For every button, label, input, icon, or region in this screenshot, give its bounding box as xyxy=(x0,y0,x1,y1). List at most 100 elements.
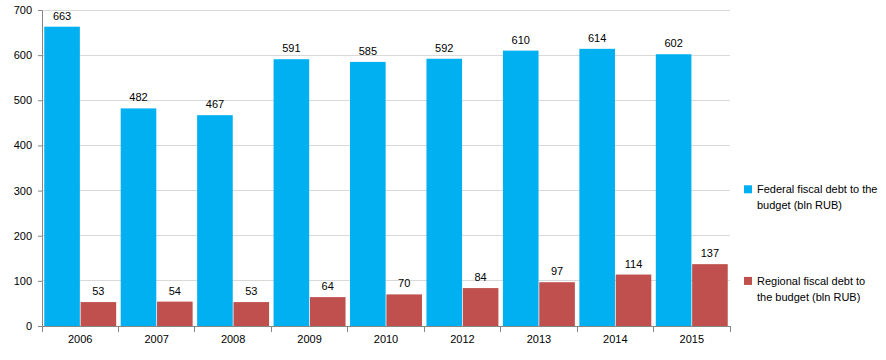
y-tick-label: 700 xyxy=(14,4,32,16)
x-tick-label: 2012 xyxy=(450,333,474,345)
x-tick: 2013 xyxy=(527,333,551,345)
data-label: 114 xyxy=(625,258,643,270)
x-tick-label: 2006 xyxy=(68,333,92,345)
data-label: 54 xyxy=(169,285,181,297)
bar xyxy=(656,54,692,326)
y-tick: 600 xyxy=(14,49,42,61)
x-tick-label: 2009 xyxy=(297,333,321,345)
data-label: 70 xyxy=(398,277,410,289)
y-tick-label: 100 xyxy=(14,275,32,287)
bar xyxy=(692,264,728,326)
x-tick-label: 2008 xyxy=(221,333,245,345)
bar xyxy=(44,27,80,326)
y-tick-mark xyxy=(38,326,42,327)
bar xyxy=(274,59,310,326)
grid-line xyxy=(42,55,730,56)
y-tick: 200 xyxy=(14,230,42,242)
x-tick-label: 2013 xyxy=(527,333,551,345)
data-labels: 663 482 467 591 585 592 610 614 602 53 54 53 64 70 84 9… xyxy=(53,10,719,297)
y-tick-label: 200 xyxy=(14,230,32,242)
data-label: 592 xyxy=(435,42,453,54)
category-separator xyxy=(500,326,501,332)
y-tick: 0 xyxy=(26,320,42,332)
bar xyxy=(616,275,652,326)
y-tick: 700 xyxy=(14,4,42,16)
y-tick: 500 xyxy=(14,94,42,106)
x-tick: 2010 xyxy=(374,333,398,345)
x-tick-label: 2007 xyxy=(144,333,168,345)
bar xyxy=(426,59,462,326)
category-separator xyxy=(194,326,195,332)
data-label: 610 xyxy=(512,34,530,46)
x-axis: 2006 2007 2008 2009 2010 2012 2013 2014 2015 xyxy=(42,326,731,345)
category-separator xyxy=(118,326,119,332)
x-tick-label: 2015 xyxy=(680,333,704,345)
category-separator xyxy=(730,326,731,332)
bar xyxy=(503,51,539,326)
legend-label: Regional fiscal debt tothe budget (bln R… xyxy=(757,275,865,303)
x-tick: 2012 xyxy=(450,333,474,345)
category-separator xyxy=(424,326,425,332)
category-separator xyxy=(577,326,578,332)
bar xyxy=(386,294,422,326)
data-label: 614 xyxy=(588,32,606,44)
data-label: 482 xyxy=(129,91,147,103)
x-tick: 2014 xyxy=(603,333,627,345)
y-tick: 100 xyxy=(14,275,42,287)
y-tick-label: 400 xyxy=(14,139,32,151)
data-label: 137 xyxy=(701,247,719,259)
legend-item: Federal fiscal debt to thebudget (bln RU… xyxy=(744,183,877,211)
data-label: 467 xyxy=(206,98,224,110)
legend: Federal fiscal debt to thebudget (bln RU… xyxy=(744,183,877,303)
data-label: 97 xyxy=(551,265,563,277)
legend-swatch xyxy=(744,277,752,285)
x-tick: 2015 xyxy=(680,333,704,345)
y-tick: 300 xyxy=(14,185,42,197)
x-tick: 2007 xyxy=(144,333,168,345)
x-tick: 2008 xyxy=(221,333,245,345)
y-tick-label: 300 xyxy=(14,185,32,197)
bar xyxy=(350,62,386,326)
y-tick-mark xyxy=(38,236,42,237)
data-label: 663 xyxy=(53,10,71,22)
data-label: 585 xyxy=(359,45,377,57)
y-tick-mark xyxy=(38,10,42,11)
y-tick: 400 xyxy=(14,139,42,151)
bars xyxy=(44,27,727,326)
y-tick-label: 600 xyxy=(14,49,32,61)
bar xyxy=(579,49,615,326)
bar-series xyxy=(81,264,728,326)
data-label: 84 xyxy=(474,271,486,283)
category-separator xyxy=(42,326,43,332)
x-tick-label: 2014 xyxy=(603,333,627,345)
data-label: 64 xyxy=(322,280,334,292)
data-label: 591 xyxy=(282,42,300,54)
bar xyxy=(310,297,346,326)
bar xyxy=(539,282,575,326)
y-tick-mark xyxy=(38,55,42,56)
category-separator xyxy=(653,326,654,332)
category-separator xyxy=(347,326,348,332)
x-tick-label: 2010 xyxy=(374,333,398,345)
bar xyxy=(121,108,157,326)
y-tick-mark xyxy=(38,191,42,192)
y-tick-label: 500 xyxy=(14,94,32,106)
bar xyxy=(157,302,193,326)
plot: 0100200300400500600700200620072008200920… xyxy=(14,4,731,345)
bar-series xyxy=(44,27,691,326)
grid-line xyxy=(42,10,730,11)
bar xyxy=(463,288,499,326)
y-tick-mark xyxy=(38,145,42,146)
bar xyxy=(233,302,269,326)
x-tick: 2006 xyxy=(68,333,92,345)
legend-swatch xyxy=(744,185,752,193)
data-label: 602 xyxy=(664,37,682,49)
x-axis-line xyxy=(43,326,731,327)
data-label: 53 xyxy=(92,285,104,297)
y-axis-line xyxy=(42,11,43,327)
bar xyxy=(197,115,233,326)
x-tick: 2009 xyxy=(297,333,321,345)
chart: 0100200300400500600700200620072008200920… xyxy=(0,0,886,360)
data-label: 53 xyxy=(245,285,257,297)
y-tick-mark xyxy=(38,281,42,282)
